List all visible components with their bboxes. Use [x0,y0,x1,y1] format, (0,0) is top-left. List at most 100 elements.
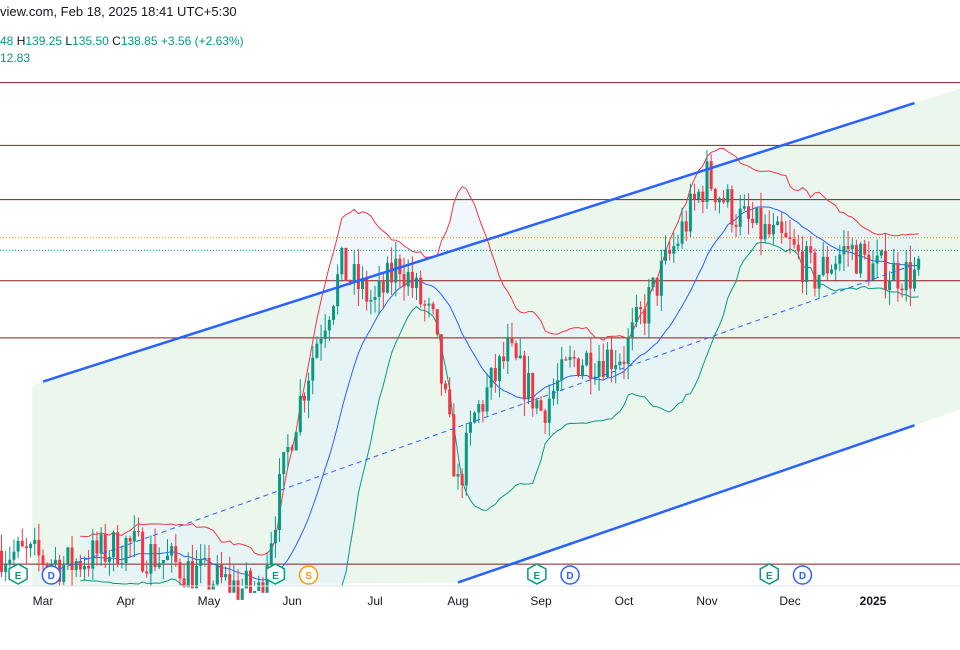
candle-body [626,336,630,364]
candle-body [697,191,701,200]
candle-body [385,262,389,293]
candle-body [643,309,647,324]
event-marker-2: E [265,563,286,585]
high-label: H [16,34,26,48]
candle-body [817,275,821,289]
candle-body [751,218,755,224]
event-marker-letter: S [305,571,312,582]
candle-body [257,582,261,591]
candle-body [556,380,560,391]
candle-body [518,355,522,359]
candle-body [132,530,136,542]
candle-body [87,565,91,569]
x-tick-oct: Oct [615,594,634,608]
candle-body [153,544,157,568]
candle-body [99,534,103,554]
candle-body [684,221,688,232]
candle-body [419,277,423,305]
candle-body [290,446,294,451]
candle-body [83,565,86,570]
time-axis: Mar Apr May Jun Jul Aug Sep Oct Nov Dec 2025 [33,594,887,608]
candle-body [74,561,78,570]
candle-body [659,260,663,296]
candle-body [771,225,775,235]
candle-body [846,245,850,250]
event-marker-7: D [792,565,813,585]
candle-body [29,543,33,549]
candle-body [327,319,331,331]
candle-body [70,547,74,570]
candle-body [701,191,705,203]
candle-body [236,580,240,600]
candle-body [344,247,348,282]
candle-body [62,563,66,582]
candle-body [800,251,804,282]
candle-body [622,361,626,364]
candle-body [896,262,900,289]
candle-body [498,356,501,382]
dividend-icon [41,565,62,585]
candle-body [381,280,385,293]
source-line: view.com, Feb 18, 2025 18:41 UTC+5:30 [0,4,237,19]
candle-body [647,287,651,324]
candle-body [730,189,734,225]
candle-body [610,349,614,369]
x-tick-sep: Sep [530,594,552,608]
candle-body [190,561,194,589]
candle-body [522,355,526,400]
candle-body [464,432,468,486]
indicator-value: 12.83 [0,51,31,65]
candle-body [307,380,311,401]
event-marker-letter: D [48,571,55,582]
candle-body [8,559,12,564]
candle-body [460,474,464,486]
candle-body [178,562,182,579]
candle-body [514,343,518,359]
candle-body [16,540,20,552]
candle-body [489,367,493,388]
candle-body [402,274,406,287]
candle-body [634,307,638,323]
candle-body [232,580,236,593]
candle-body [776,221,780,226]
candle-body [742,206,746,209]
candle-body [614,365,618,369]
candle-body [103,534,107,562]
candle-body [759,207,763,240]
ohlc-legend: 48 H139.25 L135.50 C138.85 +3.56 (+2.63%… [0,34,244,48]
candle-body [908,262,912,289]
high-value: 139.25 [25,34,63,48]
candle-body [535,400,539,409]
earnings-icon [759,563,779,585]
candle-body [282,452,286,475]
candle-body [195,565,199,589]
candle-body [705,161,709,203]
candle-body [502,356,506,362]
candle-body [224,574,228,578]
candle-body [576,358,580,376]
event-marker-3: S [298,565,319,585]
candle-body [601,361,605,377]
low-label: L [65,34,73,48]
candle-body [149,544,153,574]
candle-body [12,551,16,560]
candle-body [253,590,257,593]
candle-body [551,390,555,399]
x-tick-jul: Jul [367,594,382,608]
candle-body [336,274,340,307]
candle-body [543,410,547,423]
candle-body [655,277,659,296]
candle-body [294,432,298,451]
close-value: 138.85 [120,34,158,48]
candle-body [913,269,916,289]
candle-body [900,288,904,291]
candle-body [107,556,111,562]
candle-body [510,337,514,344]
candle-body [630,322,634,337]
candle-body [477,404,481,413]
candle-body [813,252,817,289]
candle-body [41,555,45,565]
candle-body [792,238,796,245]
